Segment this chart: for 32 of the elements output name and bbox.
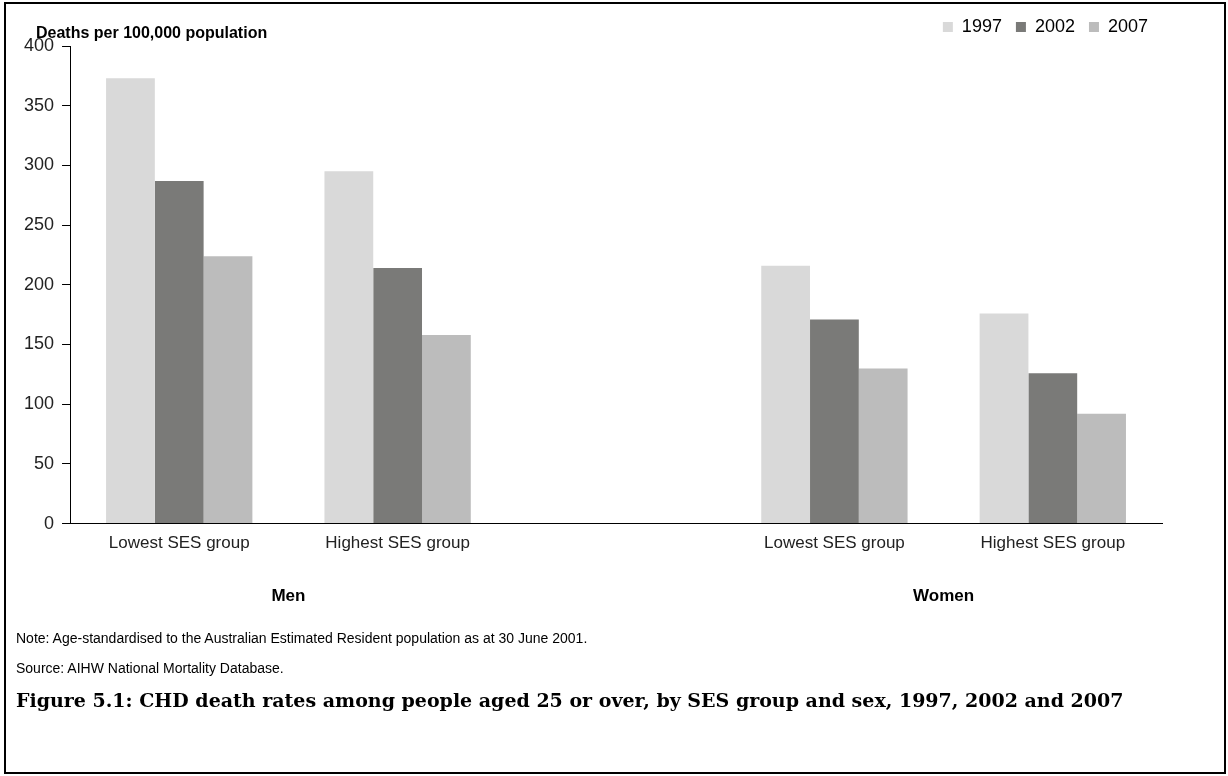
y-tick-label: 100 xyxy=(23,393,55,414)
y-tick-label: 200 xyxy=(23,273,55,294)
source-note: Source: AIHW National Mortality Database. xyxy=(16,660,285,678)
legend-label: 2007 xyxy=(1107,15,1148,36)
bar xyxy=(422,334,471,524)
y-tick-label: 300 xyxy=(23,154,55,175)
text: Note: Age-standardised to the Australian Estimated Resident population as at 30 June 2001. xyxy=(16,630,589,648)
legend-label: 2002 xyxy=(1034,15,1075,36)
bar xyxy=(373,268,423,524)
bar xyxy=(106,78,155,524)
y-tick-label: 250 xyxy=(23,214,55,235)
bar xyxy=(1028,373,1078,524)
bar xyxy=(810,319,859,524)
text: Figure 5.1: CHD death rates among people aged 25 or over, by SES group and sex, 1997, 2002 and 2007 xyxy=(16,688,1125,712)
y-tick-label: 50 xyxy=(34,452,55,473)
bar xyxy=(324,171,374,524)
y-tick-label: 350 xyxy=(23,94,55,115)
x-tick-label: Highest SES group xyxy=(325,533,470,553)
bar xyxy=(203,256,253,524)
y-tick-label: 0 xyxy=(44,512,55,533)
x-tick-label: Lowest SES group xyxy=(108,533,250,553)
bar xyxy=(979,313,1029,524)
bar xyxy=(154,180,204,524)
bar xyxy=(761,265,811,524)
legend-label: 1997 xyxy=(961,15,1002,36)
bar xyxy=(858,368,908,524)
text: Men xyxy=(271,585,306,605)
x-tick-label: Lowest SES group xyxy=(764,533,905,553)
text: Women xyxy=(913,585,975,605)
y-tick-label: 150 xyxy=(23,333,55,354)
bar xyxy=(1077,413,1126,524)
x-tick-label: Highest SES group xyxy=(980,533,1126,553)
